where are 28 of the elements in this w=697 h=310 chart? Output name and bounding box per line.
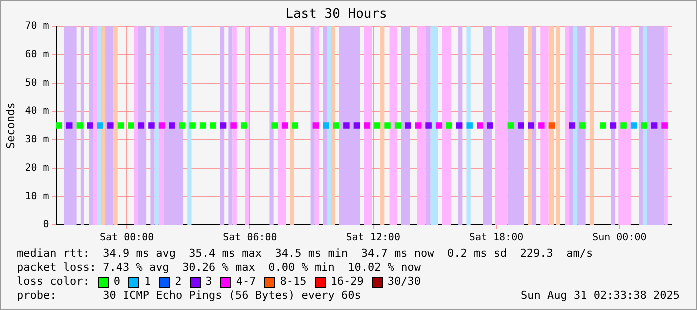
legend-label: 4-7	[236, 275, 256, 289]
y-tick-label: 60 m	[25, 50, 50, 61]
legend-title: loss color:	[17, 275, 90, 289]
y-tick-label: 70 m	[25, 21, 50, 32]
y-tick-label: 50 m	[25, 78, 50, 89]
legend-label: 30/30	[388, 275, 421, 289]
legend-label: 3	[206, 275, 212, 289]
y-tick-label: 0	[43, 220, 50, 231]
y-tick-label: 40 m	[25, 106, 50, 118]
x-tick-label: Sat 00:00	[100, 232, 154, 244]
y-tick-label: 30 m	[25, 134, 50, 146]
x-tick-label: Sat 12:00	[346, 232, 400, 244]
legend-label: 1	[144, 275, 152, 289]
text: packet loss: 7.43 % avg 30.26 % max 0.00 % min 10.02 % now	[17, 261, 422, 275]
y-axis-title: Seconds	[4, 102, 18, 149]
chart-title: Last 30 Hours	[286, 7, 388, 22]
text: probe: 30 ICMP Echo Pings (56 Bytes) every 60s	[17, 289, 362, 303]
legend-label: 8-15	[280, 275, 307, 289]
y-tick-label: 20 m	[25, 162, 50, 174]
legend-label: 0	[114, 275, 120, 289]
text: Sun Aug 31 02:33:38 2025	[521, 289, 680, 303]
x-tick-label: Sun 00:00	[592, 232, 647, 244]
text: median rtt: 34.9 ms avg 35.4 ms max 34.5 ms min 34.7 ms now 0.2 ms sd 229.3 am/s	[17, 247, 594, 261]
legend-label: 2	[175, 275, 182, 289]
x-tick-label: Sat 06:00	[223, 232, 278, 244]
legend-label: 16-29	[330, 275, 364, 289]
y-tick-label: 10 m	[25, 191, 50, 202]
x-tick-label: Sat 18:00	[469, 232, 524, 244]
